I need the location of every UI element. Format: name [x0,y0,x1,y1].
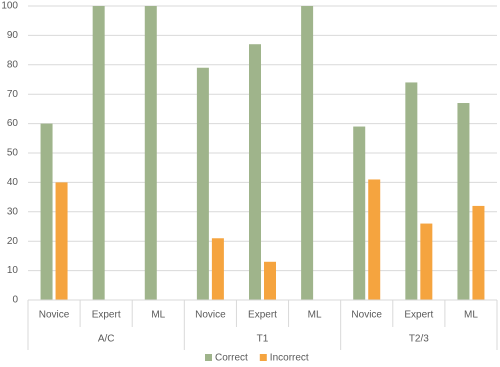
bar [40,123,53,300]
group-label: T1 [257,334,269,345]
bar [353,126,366,300]
bar [144,6,157,300]
y-tick-label: 90 [7,30,19,41]
bar [249,44,261,300]
x-tick-label: Expert [92,310,121,321]
legend-swatch [259,354,267,361]
x-tick-label: Novice [195,310,226,321]
y-tick-label: 0 [12,295,18,306]
legend-swatch [205,354,212,361]
x-tick-label: Novice [351,310,382,321]
y-tick-label: 50 [7,148,19,159]
bar [405,82,418,300]
y-tick-label: 70 [7,89,19,100]
group-label: T2/3 [409,334,429,345]
bar [92,6,105,300]
y-tick-label: 40 [7,177,19,188]
bar [55,182,68,300]
bar [420,223,433,300]
y-tick-label: 80 [7,59,19,70]
y-tick-label: 10 [7,265,19,276]
legend-label: Incorrect [270,353,309,364]
bar [211,238,224,300]
x-tick-label: ML [308,310,322,321]
bar [457,103,470,301]
x-tick-label: Expert [248,310,277,321]
group-label: A/C [98,334,115,345]
bar [264,261,276,300]
legend-label: Correct [215,353,248,364]
bar [301,6,314,300]
x-tick-label: Expert [404,310,433,321]
y-tick-label: 100 [1,1,18,12]
bar [196,67,209,301]
y-tick-label: 30 [7,206,19,217]
x-tick-label: Novice [39,310,70,321]
x-tick-label: ML [464,310,478,321]
bar [368,179,381,300]
y-tick-label: 20 [7,236,19,247]
bar [472,205,485,300]
x-tick-label: ML [151,310,165,321]
y-tick-label: 60 [7,118,19,129]
